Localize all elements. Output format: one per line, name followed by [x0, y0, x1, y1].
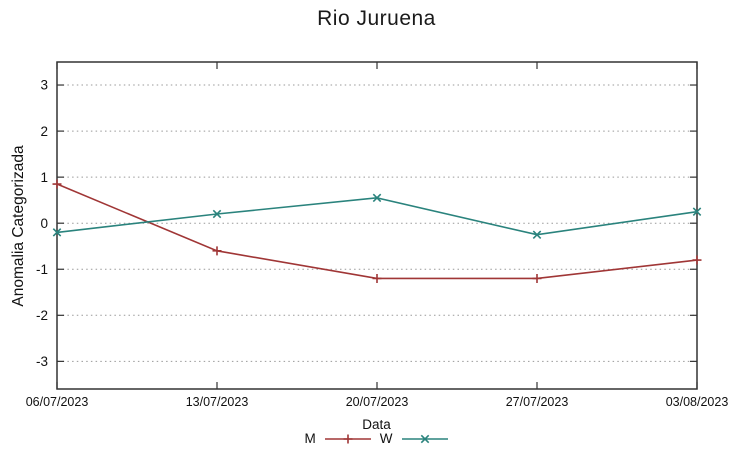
chart-title: Rio Juruena: [317, 7, 436, 30]
y-tick-label: -1: [36, 262, 48, 277]
x-tick-label: 20/07/2023: [346, 395, 409, 409]
x-tick-label: 27/07/2023: [506, 395, 569, 409]
series-marker-W: [532, 230, 542, 239]
y-tick-label: 2: [40, 124, 48, 139]
series-marker-M: [372, 273, 382, 283]
y-tick-label: -3: [36, 354, 48, 369]
x-tick-label: 03/08/2023: [666, 395, 729, 409]
x-axis-label: Data: [362, 417, 391, 432]
y-tick-label: 3: [40, 78, 48, 93]
y-tick-label: 0: [40, 216, 48, 231]
series-marker-M: [52, 179, 62, 189]
legend-item-W: W: [380, 431, 449, 446]
series-marker-W: [212, 209, 222, 219]
legend-label-W: W: [379, 431, 393, 446]
x-tick-label: 06/07/2023: [26, 395, 89, 409]
legend-item-M: M: [305, 431, 372, 446]
y-tick-label: -2: [36, 308, 48, 323]
series-line-W: [56, 197, 698, 236]
series-marker-W: [52, 228, 62, 237]
legend-swatch-M: [324, 434, 371, 443]
legend-label-M: M: [304, 431, 316, 446]
series-marker-M: [212, 246, 222, 256]
y-tick-label: 1: [40, 170, 48, 185]
series-marker-W: [372, 193, 382, 203]
series-marker-W: [692, 207, 702, 216]
legend-swatch-W: [401, 434, 448, 443]
x-tick-label: 13/07/2023: [186, 395, 249, 409]
series-marker-M: [532, 273, 542, 283]
series-marker-M: [692, 255, 702, 265]
